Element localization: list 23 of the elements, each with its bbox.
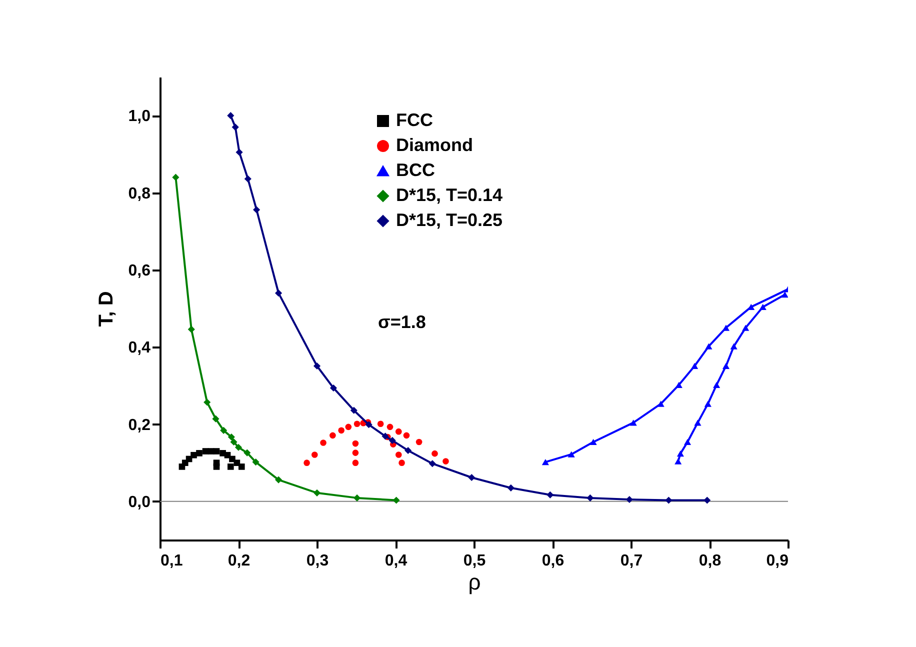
- legend-label: Diamond: [396, 135, 474, 155]
- y-tick-label: 0,0: [128, 494, 151, 511]
- x-tick-label: 0,8: [698, 552, 722, 570]
- x-tick-label: 0,1: [160, 552, 183, 570]
- x-tick-label: 0,5: [463, 552, 486, 570]
- x-tick-label: 0,9: [766, 552, 789, 570]
- legend-label: D*15, T=0.25: [396, 210, 503, 230]
- legend-label: BCC: [396, 160, 435, 180]
- y-tick-label: 0,2: [128, 416, 151, 434]
- y-axis-title: T, D: [95, 291, 118, 327]
- legend-label: D*15, T=0.14: [396, 185, 503, 205]
- y-tick-label: 0,6: [128, 262, 151, 280]
- y-tick-label: 1,0: [128, 108, 151, 126]
- x-tick-label: 0,4: [384, 552, 408, 570]
- y-tick-label: 0,4: [128, 340, 151, 357]
- x-tick-label: 0,6: [542, 552, 564, 570]
- y-tick-label: 0,8: [128, 185, 151, 202]
- x-tick-label: 0,3: [306, 552, 329, 570]
- x-tick-label: 0,7: [620, 552, 643, 570]
- x-axis-title: ρ: [468, 570, 481, 594]
- legend-label: FCC: [396, 110, 433, 130]
- annotation: σ=1.8: [378, 312, 426, 332]
- x-tick-label: 0,2: [228, 552, 250, 570]
